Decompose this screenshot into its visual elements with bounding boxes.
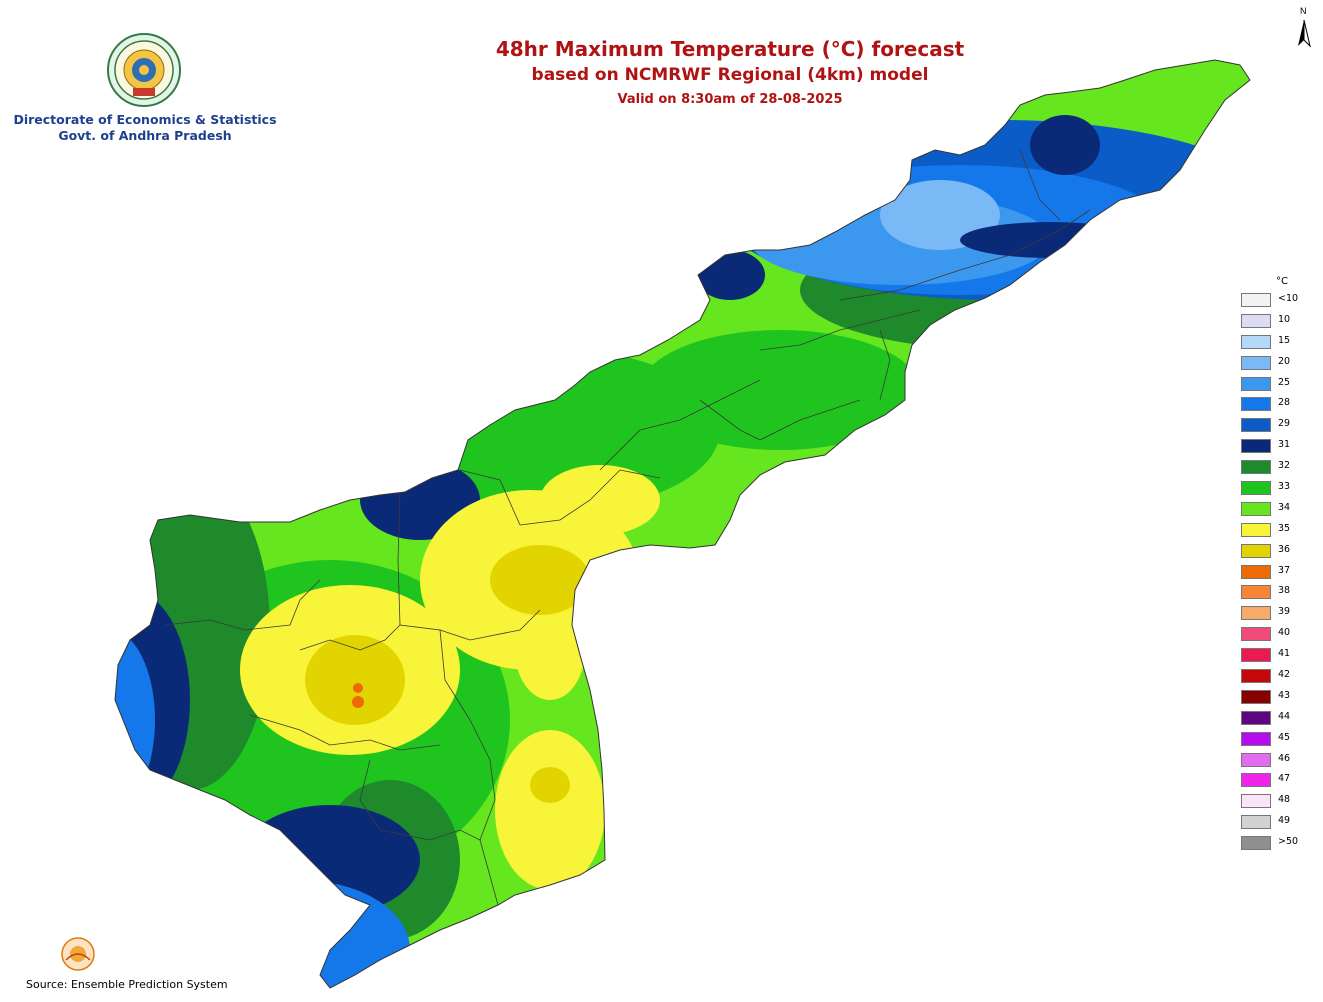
legend-item: 31 [1240, 436, 1310, 457]
legend-swatch [1241, 397, 1271, 412]
legend-item: 47 [1240, 770, 1310, 791]
legend-item: 10 [1240, 311, 1310, 332]
legend-label: 45 [1278, 731, 1291, 743]
legend-swatch [1241, 334, 1271, 349]
legend-swatch [1241, 689, 1271, 704]
legend-swatch [1241, 355, 1271, 370]
legend-label: 28 [1278, 397, 1291, 409]
source-note: Source: Ensemble Prediction System [26, 978, 228, 991]
legend-item: 39 [1240, 603, 1310, 624]
legend-item: 36 [1240, 541, 1310, 562]
legend-label: 32 [1278, 460, 1291, 472]
legend-item: 33 [1240, 478, 1310, 499]
legend-label: 25 [1278, 376, 1291, 388]
legend-item: 44 [1240, 708, 1310, 729]
legend-swatch [1241, 794, 1271, 809]
legend-item: >50 [1240, 833, 1310, 854]
legend-swatch [1241, 543, 1271, 558]
legend-swatch [1241, 710, 1271, 725]
map-subtitle: based on NCMRWF Regional (4km) model [531, 65, 929, 85]
legend-label: 43 [1278, 689, 1291, 701]
legend-item: 45 [1240, 729, 1310, 750]
legend-label: 10 [1278, 313, 1291, 325]
legend-label: 44 [1278, 710, 1291, 722]
legend-item: <10 [1240, 290, 1310, 311]
legend-swatch [1241, 522, 1271, 537]
legend-label: >50 [1278, 836, 1299, 848]
legend-label: 41 [1278, 648, 1291, 660]
legend-item: 49 [1240, 812, 1310, 833]
legend-item: 25 [1240, 374, 1310, 395]
organization-government: Govt. of Andhra Pradesh [58, 128, 232, 143]
legend-swatch [1241, 773, 1271, 788]
legend-item: 48 [1240, 791, 1310, 812]
legend-label: 39 [1278, 606, 1291, 618]
legend-item: 43 [1240, 687, 1310, 708]
legend-swatch [1241, 731, 1271, 746]
legend-label: 34 [1278, 501, 1291, 513]
organization-name: Directorate of Economics & Statistics [13, 112, 277, 127]
legend-swatch [1241, 460, 1271, 475]
north-label: N [1300, 6, 1307, 16]
legend-item: 15 [1240, 332, 1310, 353]
legend-label: 29 [1278, 418, 1291, 430]
legend-swatch [1241, 585, 1271, 600]
legend-label: 47 [1278, 773, 1291, 785]
legend-swatch [1241, 627, 1271, 642]
legend-label: 49 [1278, 815, 1291, 827]
legend-label: 40 [1278, 627, 1291, 639]
legend-label: 37 [1278, 564, 1291, 576]
legend-label: 35 [1278, 522, 1291, 534]
legend-item: 32 [1240, 457, 1310, 478]
legend-label: <10 [1278, 293, 1299, 304]
legend-swatch [1241, 815, 1271, 830]
legend-item: 20 [1240, 353, 1310, 374]
legend-unit: °C [1276, 276, 1288, 287]
legend-swatch [1241, 752, 1271, 767]
legend-item: 34 [1240, 499, 1310, 520]
legend-label: 15 [1278, 334, 1291, 346]
legend-swatch [1241, 606, 1271, 621]
legend-swatch [1241, 439, 1271, 454]
map-valid-time: Valid on 8:30am of 28-08-2025 [617, 92, 843, 107]
legend-item: 46 [1240, 750, 1310, 771]
legend-swatch [1241, 648, 1271, 663]
ncmrwf-logo [61, 937, 95, 971]
legend-item: 42 [1240, 666, 1310, 687]
legend-label: 31 [1278, 439, 1291, 451]
legend-item: 29 [1240, 415, 1310, 436]
legend-item: 28 [1240, 394, 1310, 415]
legend-swatch [1241, 481, 1271, 496]
legend-swatch [1241, 293, 1271, 307]
legend-label: 38 [1278, 585, 1291, 597]
map-title: 48hr Maximum Temperature (°C) forecast [495, 37, 965, 61]
legend-item: 35 [1240, 520, 1310, 541]
legend-item: 38 [1240, 582, 1310, 603]
legend-swatch [1241, 313, 1271, 328]
north-arrow-icon [1298, 19, 1311, 48]
legend-swatch [1241, 501, 1271, 516]
legend-label: 46 [1278, 752, 1291, 764]
legend-swatch [1241, 836, 1271, 851]
legend-item: 40 [1240, 624, 1310, 645]
legend-label: 36 [1278, 543, 1291, 555]
legend-label: 48 [1278, 794, 1291, 806]
legend-swatch [1241, 669, 1271, 684]
legend-swatch [1241, 418, 1271, 433]
legend-label: 33 [1278, 481, 1291, 493]
legend-label: 42 [1278, 669, 1291, 681]
temperature-legend: °C <10 10 15 20 25 28 29 31 32 33 34 35 36 37 38 39 40 41… [1240, 276, 1310, 854]
legend-swatch [1241, 376, 1271, 391]
legend-item: 37 [1240, 562, 1310, 583]
legend-item: 41 [1240, 645, 1310, 666]
ap-government-emblem [107, 33, 181, 107]
legend-swatch [1241, 564, 1271, 579]
legend-label: 20 [1278, 355, 1291, 367]
